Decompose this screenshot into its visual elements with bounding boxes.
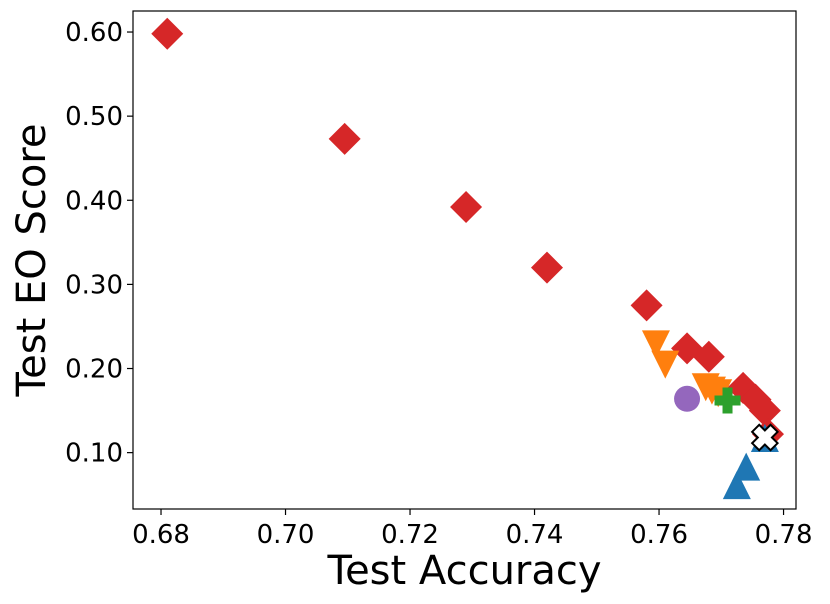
triangle-down-marker (651, 350, 680, 379)
y-axis-label: Test EO Score (9, 124, 55, 398)
plus-marker (714, 387, 741, 414)
diamond-marker (630, 289, 663, 322)
x-axis-label: Test Accuracy (326, 548, 601, 594)
y-tick-label: 0.20 (65, 355, 123, 385)
x-marker (750, 423, 780, 452)
x-tick-label: 0.72 (381, 520, 439, 550)
triangle-up-marker (732, 452, 761, 481)
triangle-down-marker (641, 330, 670, 359)
x-tick-label: 0.78 (755, 520, 813, 550)
y-tick-label: 0.60 (65, 18, 123, 48)
x-tick-label: 0.68 (132, 520, 190, 550)
y-axis-ticks: 0.10 0.20 0.30 0.40 0.50 0.60 (65, 18, 133, 469)
plot-frame (132, 10, 797, 510)
diamond-marker (151, 17, 184, 50)
triangle-down-marker (704, 379, 733, 408)
x-tick-label: 0.70 (257, 520, 315, 550)
diamond-marker (328, 122, 361, 155)
y-tick-label: 0.40 (65, 186, 123, 216)
data-marks (151, 17, 784, 500)
diamond-marker (748, 394, 781, 427)
diamond-marker (692, 340, 725, 373)
x-axis-ticks: 0.68 0.70 0.72 0.74 0.76 0.78 (132, 509, 812, 550)
triangle-up-marker (722, 471, 751, 500)
y-tick-label: 0.10 (65, 439, 123, 469)
y-tick-label: 0.50 (65, 102, 123, 132)
diamond-marker (530, 251, 563, 284)
y-tick-label: 0.30 (65, 270, 123, 300)
diamond-marker (450, 191, 483, 224)
x-tick-label: 0.74 (506, 520, 564, 550)
x-tick-label: 0.76 (630, 520, 688, 550)
circle-marker (674, 385, 701, 412)
